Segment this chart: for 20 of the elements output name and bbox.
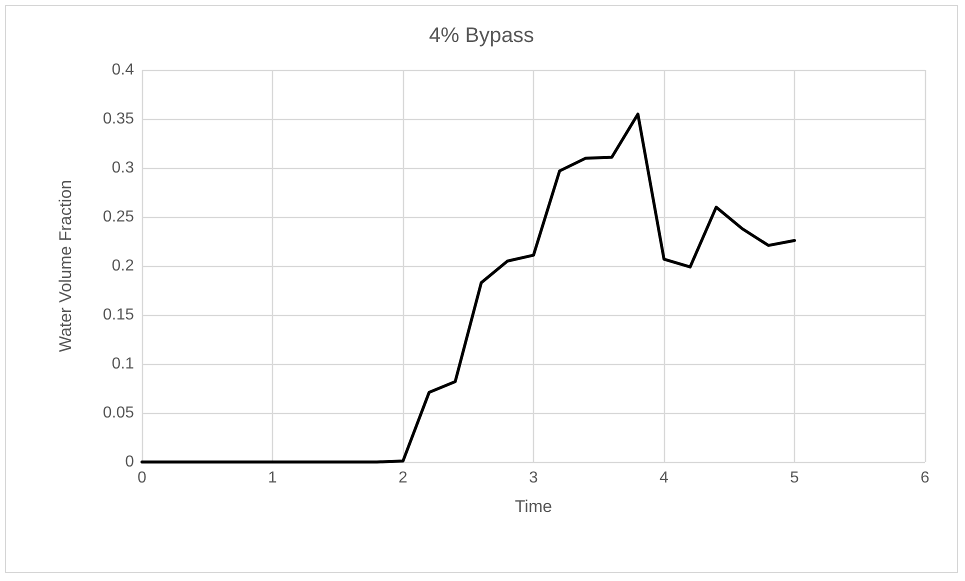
y-tick-label: 0.05 [102,404,134,422]
x-axis-title: Time [514,497,552,516]
chart-title: 4% Bypass [428,24,534,47]
x-tick-label: 4 [660,470,669,486]
y-tick-label: 0.2 [112,258,134,274]
y-tick-label: 0.1 [112,356,134,372]
y-tick-label: 0.35 [102,110,134,128]
x-tick-label: 2 [398,470,408,486]
line-series [140,112,796,464]
x-tick-label: 6 [920,470,930,486]
x-tick-label: 0 [138,470,147,486]
y-tick-label: 0 [125,454,134,470]
x-tick-label: 5 [790,470,800,486]
x-tick-label: 1 [268,470,278,486]
y-tick-label: 0.25 [102,208,134,226]
x-tick-label: 3 [529,470,538,486]
y-axis-title: Water Volume Fraction [56,180,75,352]
y-tick-label: 0.4 [112,62,134,78]
y-tick-label: 0.15 [102,306,134,324]
y-tick-label: 0.3 [112,160,134,176]
